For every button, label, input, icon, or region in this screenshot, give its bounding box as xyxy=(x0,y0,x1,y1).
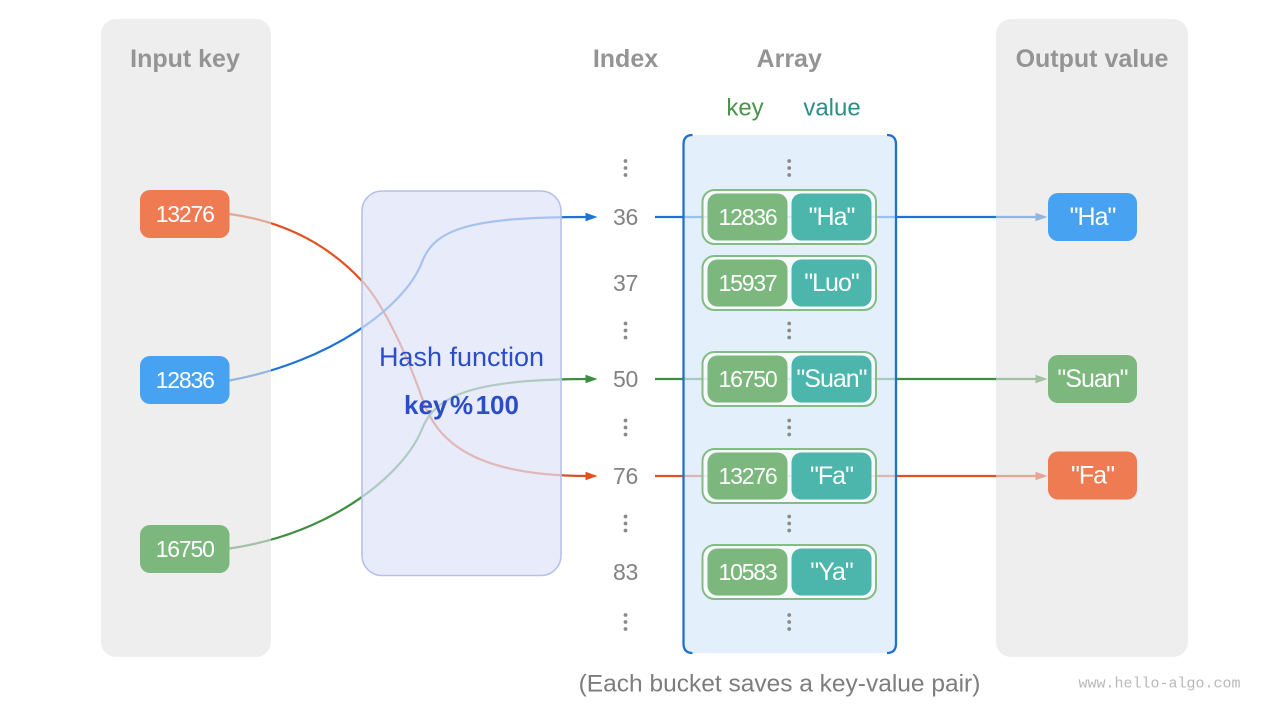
svg-text:16750: 16750 xyxy=(719,366,777,392)
svg-text:value: value xyxy=(803,95,860,122)
svg-text:15937: 15937 xyxy=(719,270,777,296)
svg-text:16750: 16750 xyxy=(156,536,214,562)
svg-text:50: 50 xyxy=(613,366,638,392)
svg-text:12836: 12836 xyxy=(156,367,214,393)
svg-text:37: 37 xyxy=(613,270,638,296)
svg-text:36: 36 xyxy=(613,204,638,230)
svg-text:"Ha": "Ha" xyxy=(1070,203,1116,231)
svg-text:"Fa": "Fa" xyxy=(810,462,853,490)
svg-text:"Ya": "Ya" xyxy=(810,558,853,586)
svg-text:key: key xyxy=(726,95,763,122)
svg-text:Array: Array xyxy=(757,45,822,73)
svg-text:(Each bucket saves a key-value: (Each bucket saves a key-value pair) xyxy=(579,671,981,698)
svg-text:www.hello-algo.com: www.hello-algo.com xyxy=(1078,676,1240,693)
svg-text:13276: 13276 xyxy=(156,201,214,227)
svg-text:"Fa": "Fa" xyxy=(1071,462,1114,490)
svg-text:Output value: Output value xyxy=(1016,45,1169,73)
svg-text:key%100: key%100 xyxy=(404,390,519,420)
svg-text:"Luo": "Luo" xyxy=(804,269,859,297)
svg-text:"Suan": "Suan" xyxy=(1057,365,1127,393)
svg-text:10583: 10583 xyxy=(719,559,777,585)
svg-text:Index: Index xyxy=(593,45,658,73)
svg-text:13276: 13276 xyxy=(719,463,777,489)
svg-text:Hash function: Hash function xyxy=(379,342,544,372)
svg-text:Input key: Input key xyxy=(130,45,240,73)
svg-text:"Ha": "Ha" xyxy=(809,203,855,231)
svg-text:83: 83 xyxy=(613,559,638,585)
svg-text:12836: 12836 xyxy=(719,204,777,230)
svg-text:76: 76 xyxy=(613,463,638,489)
svg-text:"Suan": "Suan" xyxy=(796,365,866,393)
